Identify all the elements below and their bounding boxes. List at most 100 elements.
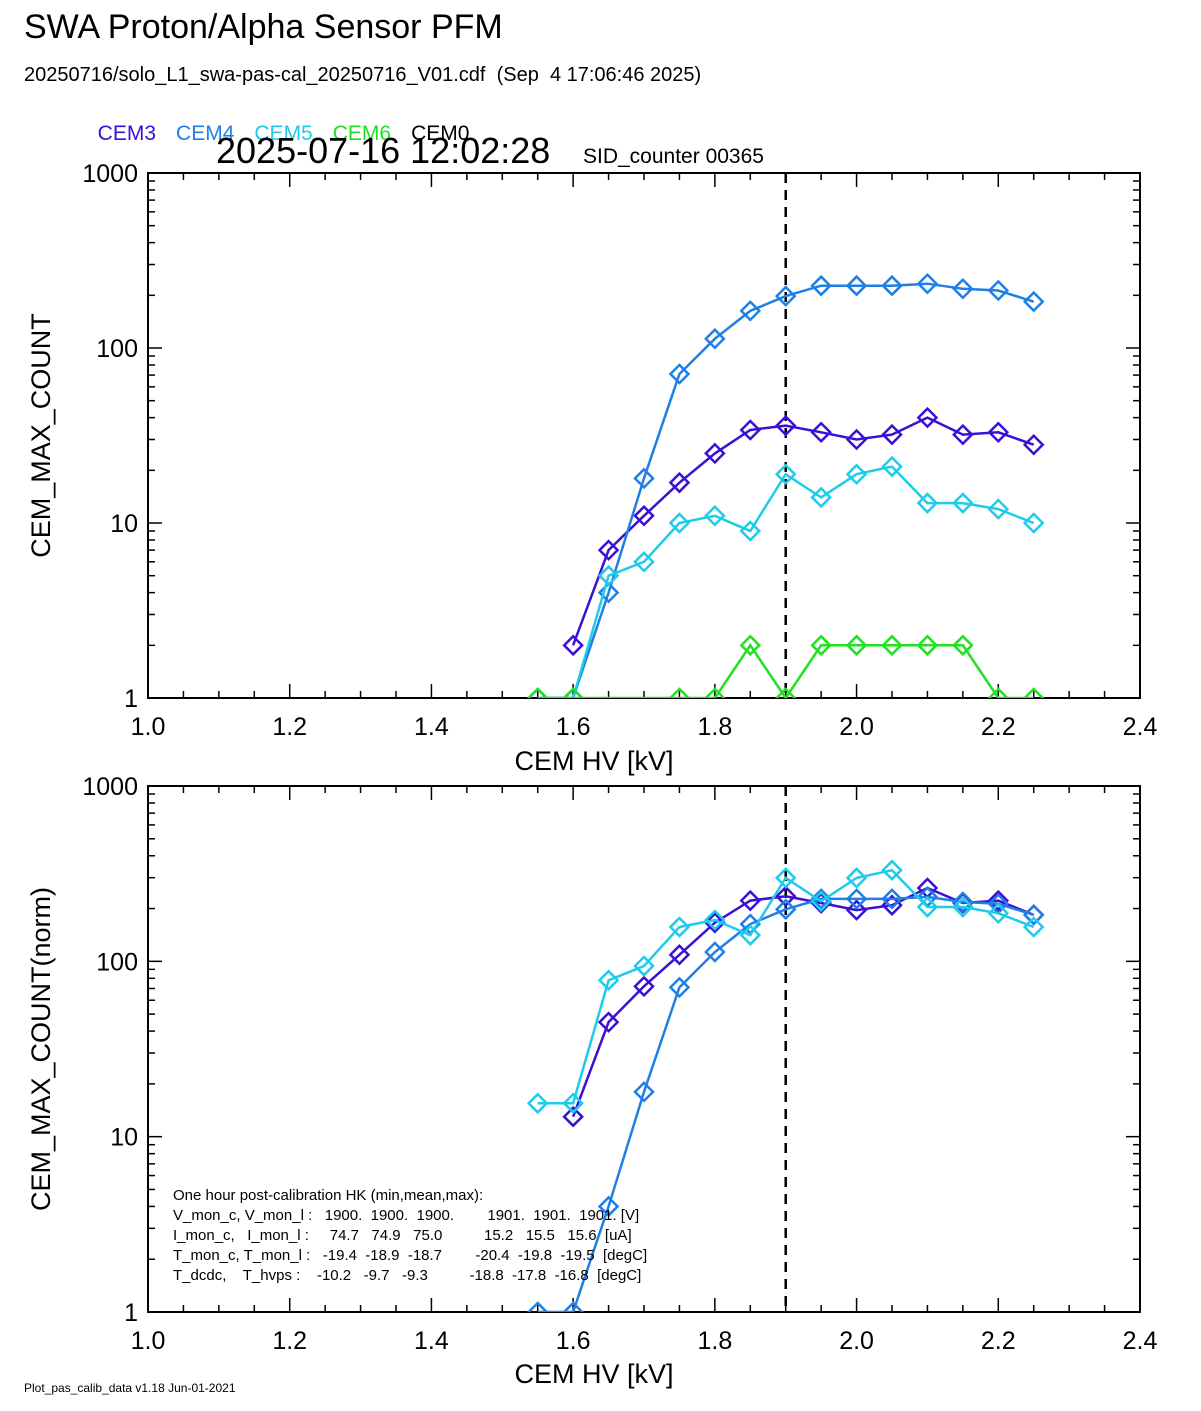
x-tick-label: 1.4 (414, 713, 449, 741)
data-point-cem3 (952, 423, 974, 446)
data-point-cem4 (845, 888, 868, 910)
y-tick-label: 100 (96, 335, 138, 363)
data-point-cem4 (774, 285, 797, 307)
sid-counter: SID_counter 00365 (583, 145, 764, 168)
data-point-cem5 (810, 486, 832, 509)
data-point-cem4 (633, 1081, 655, 1103)
data-point-cem5 (916, 492, 939, 514)
series-line-cem4 (537, 895, 1035, 1312)
data-point-cem5 (987, 498, 1010, 520)
data-point-cem5 (952, 896, 974, 918)
series-cem3 (562, 877, 1045, 1128)
data-point-cem3 (633, 975, 655, 998)
x-tick-label: 2.0 (839, 1327, 874, 1355)
series-line-cem3 (571, 416, 1035, 646)
data-point-cem5 (881, 455, 903, 478)
legend-entry-cem4: CEM4 (176, 122, 235, 145)
series-cem4 (526, 272, 1045, 698)
data-point-cem5 (739, 924, 762, 946)
data-point-cem3 (562, 634, 584, 657)
data-point-cem4 (952, 278, 974, 300)
chart-panel-1: 1.0 1.2 1.4 1.6 1.8 2.0 2.2 2.4 1 10 100 1000 CEM HV… (26, 160, 1157, 776)
data-point-cem6 (704, 687, 726, 698)
data-point-cem6 (952, 634, 974, 657)
y-axis-label: CEM_MAX_COUNT (26, 313, 56, 558)
series-line-cem4 (537, 282, 1035, 698)
data-point-cem3 (668, 471, 691, 494)
data-point-cem5 (597, 969, 620, 992)
data-point-cem4 (881, 274, 903, 297)
data-point-cem3 (1022, 904, 1045, 926)
data-point-cem4 (845, 274, 868, 297)
y-tick-label: 1000 (82, 160, 138, 188)
data-point-cem5 (952, 492, 974, 514)
data-point-cem4 (987, 279, 1010, 302)
x-tick-label: 1.6 (556, 1327, 591, 1355)
x-tick-label: 1.8 (697, 713, 732, 741)
data-point-cem5 (774, 867, 797, 889)
series-line-cem5 (537, 868, 1035, 1105)
data-point-cem3 (987, 421, 1010, 444)
data-point-cem6 (916, 634, 939, 657)
data-point-cem6 (1022, 687, 1045, 698)
x-tick-label: 2.2 (981, 713, 1016, 741)
series-line-cem3 (571, 886, 1035, 1118)
data-point-cem3 (633, 504, 655, 527)
data-point-cem5 (633, 955, 655, 977)
data-point-cem5 (597, 564, 620, 587)
legend-entry-cem5: CEM5 (254, 122, 313, 145)
x-tick-label: 1.2 (272, 1327, 307, 1355)
data-point-cem3 (597, 539, 620, 561)
hk-title: One hour post-calibration HK (min,mean,m… (173, 1187, 483, 1204)
y-tick-label: 1 (124, 685, 138, 713)
hk-line: T_mon_c, T_mon_l : -19.4 -18.9 -18.7 -20… (173, 1247, 647, 1264)
page-title: SWA Proton/Alpha Sensor PFM (24, 8, 503, 46)
x-tick-label: 1.0 (131, 713, 166, 741)
y-tick-label: 10 (110, 1124, 138, 1152)
data-point-cem3 (704, 442, 726, 465)
series-line-cem6 (537, 643, 1034, 698)
data-point-cem3 (668, 944, 691, 966)
data-point-cem4 (810, 274, 832, 297)
data-point-cem3 (562, 1105, 584, 1128)
hk-line: T_dcdc, T_hvps : -10.2 -9.7 -9.3 -18.8 -… (173, 1267, 641, 1284)
data-point-cem6 (526, 687, 549, 698)
data-point-cem3 (845, 428, 868, 451)
series-cem6 (526, 634, 1045, 698)
data-point-cem3 (739, 889, 762, 912)
data-point-cem4 (704, 327, 726, 350)
data-point-cem3 (704, 911, 726, 934)
data-point-cem5 (881, 859, 903, 881)
data-point-cem4 (526, 1301, 549, 1312)
hk-line: I_mon_c, I_mon_l : 74.7 74.9 75.0 15.2 1… (173, 1227, 632, 1244)
data-point-cem5 (916, 896, 939, 918)
data-point-cem3 (987, 889, 1010, 912)
data-point-cem4 (916, 272, 939, 295)
data-point-cem4 (668, 363, 691, 385)
x-axis-label: CEM HV [kV] (514, 746, 673, 776)
data-point-cem4 (774, 898, 797, 921)
x-tick-label: 1.2 (272, 713, 307, 741)
data-point-cem6 (668, 687, 691, 698)
footer-version: Plot_pas_calib_data v1.18 Jun-01-2021 (24, 1381, 236, 1395)
data-point-cem5 (845, 867, 868, 889)
y-tick-label: 10 (110, 510, 138, 538)
y-tick-label: 100 (96, 948, 138, 976)
file-info: 20250716/solo_L1_swa-pas-cal_20250716_V0… (24, 64, 702, 86)
data-point-cem4 (952, 891, 974, 913)
data-point-cem5 (526, 1092, 549, 1115)
x-tick-label: 1.6 (556, 713, 591, 741)
data-point-cem3 (739, 419, 762, 441)
series-cem3 (562, 406, 1045, 657)
data-point-cem3 (774, 885, 797, 908)
x-tick-label: 2.4 (1123, 713, 1158, 741)
data-point-cem6 (881, 634, 903, 657)
data-point-cem6 (987, 687, 1010, 698)
data-point-cem5 (774, 463, 797, 485)
data-point-cem3 (597, 1011, 620, 1033)
data-point-cem5 (987, 902, 1010, 925)
data-point-cem6 (774, 687, 797, 698)
data-point-cem5 (704, 909, 726, 931)
data-point-cem5 (1022, 512, 1045, 534)
x-tick-label: 1.0 (131, 1327, 166, 1355)
